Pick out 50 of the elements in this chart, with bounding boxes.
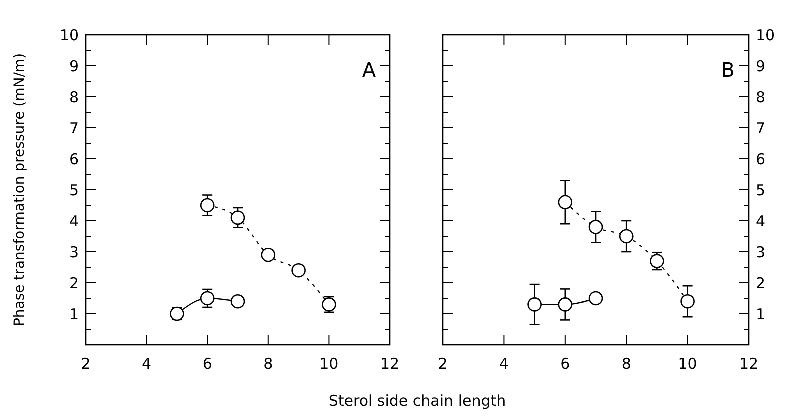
x-tick-label: 2 bbox=[81, 355, 91, 373]
point bbox=[261, 248, 276, 262]
x-tick-label: 12 bbox=[380, 355, 400, 373]
y2-tick-label: 5 bbox=[756, 181, 766, 200]
x-tick-label: 4 bbox=[142, 355, 152, 373]
y2-tick-label: 8 bbox=[756, 88, 766, 106]
y2-tick-label: 3 bbox=[756, 243, 766, 262]
x-tick-label: 2 bbox=[438, 355, 448, 373]
x-tick-label: 10 bbox=[320, 355, 339, 373]
annotation: B bbox=[721, 58, 735, 82]
annotation: A bbox=[362, 58, 376, 82]
x-tick-label: 6 bbox=[202, 355, 212, 373]
y-tick-label: 9 bbox=[69, 57, 79, 76]
point bbox=[619, 229, 634, 244]
point bbox=[200, 291, 215, 306]
y2-tick-label: 7 bbox=[756, 119, 766, 138]
point bbox=[588, 291, 604, 306]
y2-tick-label: 2 bbox=[756, 274, 766, 292]
x-tick-label: 8 bbox=[622, 355, 632, 373]
point bbox=[528, 298, 542, 312]
y-tick-label: 5 bbox=[69, 181, 79, 200]
y-tick-label: 6 bbox=[69, 150, 79, 168]
y-tick-label: 2 bbox=[69, 274, 79, 292]
y-tick-label: 8 bbox=[69, 88, 79, 106]
point bbox=[650, 254, 664, 268]
x-tick-label: 8 bbox=[264, 355, 274, 373]
y-axis-title: Phase transformation pressure (mN/m) bbox=[12, 53, 28, 327]
x-tick-label: 12 bbox=[739, 355, 759, 373]
point bbox=[680, 294, 695, 309]
y-tick-label: 10 bbox=[60, 26, 79, 44]
x-tick-label: 6 bbox=[560, 355, 570, 373]
point bbox=[200, 198, 215, 213]
y-tick-label: 4 bbox=[69, 212, 79, 230]
x-tick-label: 4 bbox=[499, 355, 509, 373]
point bbox=[588, 220, 604, 234]
y2-tick-label: 9 bbox=[756, 57, 766, 76]
point bbox=[230, 294, 246, 309]
y-tick-label: 3 bbox=[69, 243, 79, 262]
point bbox=[558, 195, 573, 210]
y-tick-label: 7 bbox=[69, 119, 79, 138]
y2-tick-label: 1 bbox=[756, 305, 766, 324]
y2-tick-label: 4 bbox=[756, 212, 766, 230]
y2-tick-label: 6 bbox=[756, 150, 766, 168]
point bbox=[230, 210, 246, 226]
x-axis-title: Sterol side chain length bbox=[328, 392, 506, 410]
y2-tick-label: 10 bbox=[756, 26, 776, 44]
point bbox=[292, 263, 306, 278]
x-tick-label: 10 bbox=[678, 355, 698, 373]
point bbox=[558, 298, 573, 312]
y-tick-label: 1 bbox=[69, 305, 79, 324]
